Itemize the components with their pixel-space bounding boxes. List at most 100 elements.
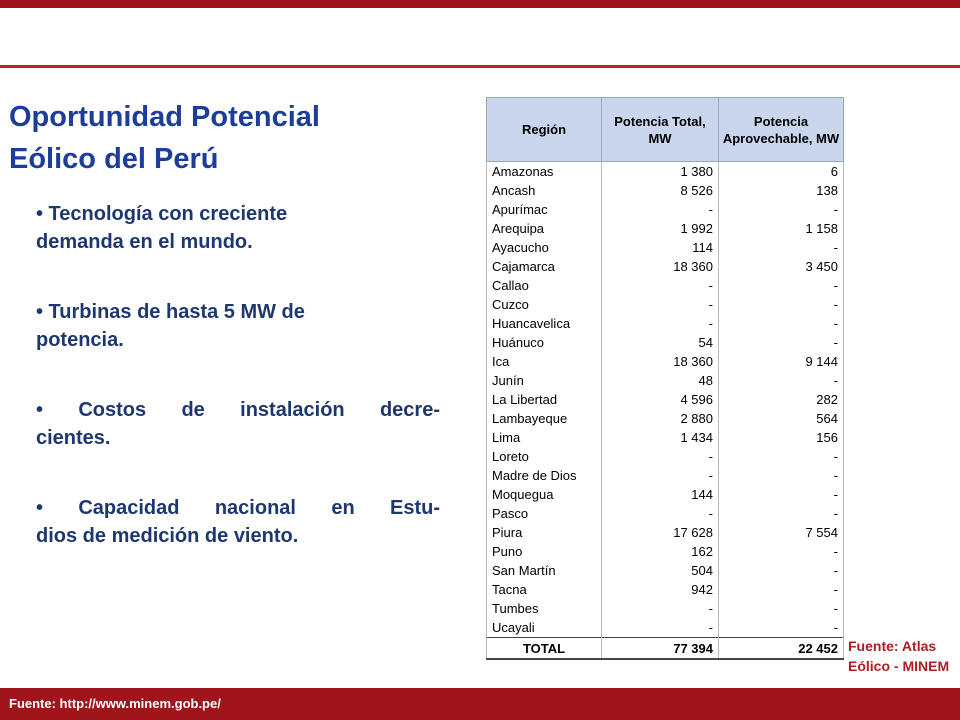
table-row: Apurímac - - — [486, 200, 844, 219]
table-cell: 4 596 — [601, 390, 719, 409]
table-cell: - — [718, 238, 844, 257]
bullet: • Turbinas de hasta 5 MW de potencia. — [36, 298, 440, 354]
header-cell: Región — [486, 97, 602, 162]
table-cell: - — [718, 618, 844, 638]
table-cell: Madre de Dios — [486, 466, 602, 485]
table-body: Amazonas 1 380 6 Ancash 8 526 138 Apurímac - - Ar… — [486, 161, 844, 660]
table-cell: Lima — [486, 428, 602, 447]
data-table: Región Potencia Total, MW Potencia Aprov… — [486, 97, 844, 660]
table-cell: 18 360 — [601, 257, 719, 276]
table-cell: 504 — [601, 561, 719, 580]
bullet-line: demanda en el mundo. — [36, 231, 253, 253]
bullet-line: • Costos de instalación decre- — [36, 399, 440, 421]
table-row: Ica 18 360 9 144 — [486, 352, 844, 371]
header-cell: Potencia Aprovechable, MW — [718, 97, 844, 162]
table-cell: - — [601, 599, 719, 618]
table-row: Huánuco 54- — [486, 333, 844, 352]
table-cell: - — [718, 314, 844, 333]
table-cell: 282 — [718, 390, 844, 409]
table-cell: 1 158 — [718, 219, 844, 238]
table-cell: - — [601, 295, 719, 314]
table-row: Ayacucho 114- — [486, 238, 844, 257]
total-cell: TOTAL — [486, 637, 602, 660]
table-cell: Tumbes — [486, 599, 602, 618]
note-line: Fuente: Atlas — [848, 638, 937, 654]
table-row: Callao - - — [486, 276, 844, 295]
table-row: Tumbes - - — [486, 599, 844, 618]
title-line: Eólico del Perú — [9, 143, 219, 175]
table-row: Ancash 8 526 138 — [486, 181, 844, 200]
table-cell: - — [718, 371, 844, 390]
table-cell: - — [601, 504, 719, 523]
top-line — [0, 65, 960, 68]
table-cell: Loreto — [486, 447, 602, 466]
table-cell: Ancash — [486, 181, 602, 200]
bullet: • Capacidad nacional en Estu-dios de med… — [36, 494, 440, 550]
table-cell: - — [601, 200, 719, 219]
table-cell: - — [601, 447, 719, 466]
title: Oportunidad Potencial Eólico del Perú — [9, 96, 320, 180]
table-cell: - — [601, 618, 719, 638]
source-note: Fuente: Atlas Eólico - MINEM — [848, 636, 949, 676]
table-row: Arequipa 1 992 1 158 — [486, 219, 844, 238]
table-cell: 6 — [718, 161, 844, 181]
table-cell: Ayacucho — [486, 238, 602, 257]
table-cell: 2 880 — [601, 409, 719, 428]
total-cell: 22 452 — [718, 637, 844, 660]
bullet-line: • Tecnología con creciente — [36, 203, 288, 225]
table-row: Moquegua 144- — [486, 485, 844, 504]
bullet-line: cientes. — [36, 427, 111, 449]
table-row: Piura 17 628 7 554 — [486, 523, 844, 542]
table-cell: San Martín — [486, 561, 602, 580]
table-row: Madre de Dios - - — [486, 466, 844, 485]
table-cell: Piura — [486, 523, 602, 542]
table-row: La Libertad 4 596 282 — [486, 390, 844, 409]
table-row: San Martín 504- — [486, 561, 844, 580]
table-row: Puno 162- — [486, 542, 844, 561]
header-cell: Potencia Total, MW — [601, 97, 719, 162]
table-cell: Pasco — [486, 504, 602, 523]
table-cell: - — [601, 314, 719, 333]
table-row: Pasco - - — [486, 504, 844, 523]
table-cell: - — [718, 466, 844, 485]
bullet-line: dios de medición de viento. — [36, 525, 299, 547]
table-cell: Amazonas — [486, 161, 602, 181]
table-cell: Lambayeque — [486, 409, 602, 428]
table-row: Cajamarca 18 360 3 450 — [486, 257, 844, 276]
table-cell: 9 144 — [718, 352, 844, 371]
table-cell: 18 360 — [601, 352, 719, 371]
table-cell: Huánuco — [486, 333, 602, 352]
table-cell: 54 — [601, 333, 719, 352]
table-cell: - — [601, 276, 719, 295]
table-cell: 162 — [601, 542, 719, 561]
table-cell: - — [718, 295, 844, 314]
table-cell: - — [718, 485, 844, 504]
total-cell: 77 394 — [601, 637, 719, 660]
table-cell: Arequipa — [486, 219, 602, 238]
table-row: Loreto - - — [486, 447, 844, 466]
table-cell: - — [718, 504, 844, 523]
table-cell: Ucayali — [486, 618, 602, 638]
table-row: Lima 1 434 156 — [486, 428, 844, 447]
table-cell: 1 992 — [601, 219, 719, 238]
table-cell: Callao — [486, 276, 602, 295]
table-cell: 114 — [601, 238, 719, 257]
table-cell: 144 — [601, 485, 719, 504]
table-cell: - — [718, 580, 844, 599]
table-cell: 3 450 — [718, 257, 844, 276]
table-cell: - — [601, 466, 719, 485]
bullet-line: • Turbinas de hasta 5 MW de — [36, 301, 305, 323]
table-cell: 138 — [718, 181, 844, 200]
table-cell: Puno — [486, 542, 602, 561]
total-row: TOTAL 77 394 22 452 — [486, 637, 844, 660]
bullet: • Costos de instalación decre-cientes. — [36, 396, 440, 452]
table-cell: 942 — [601, 580, 719, 599]
table-cell: 17 628 — [601, 523, 719, 542]
table-cell: Apurímac — [486, 200, 602, 219]
table-cell: 1 434 — [601, 428, 719, 447]
table-row: Junín 48- — [486, 371, 844, 390]
table-cell: Junín — [486, 371, 602, 390]
footer-bar: Fuente: http://www.minem.gob.pe/ — [0, 688, 960, 720]
table-cell: 564 — [718, 409, 844, 428]
